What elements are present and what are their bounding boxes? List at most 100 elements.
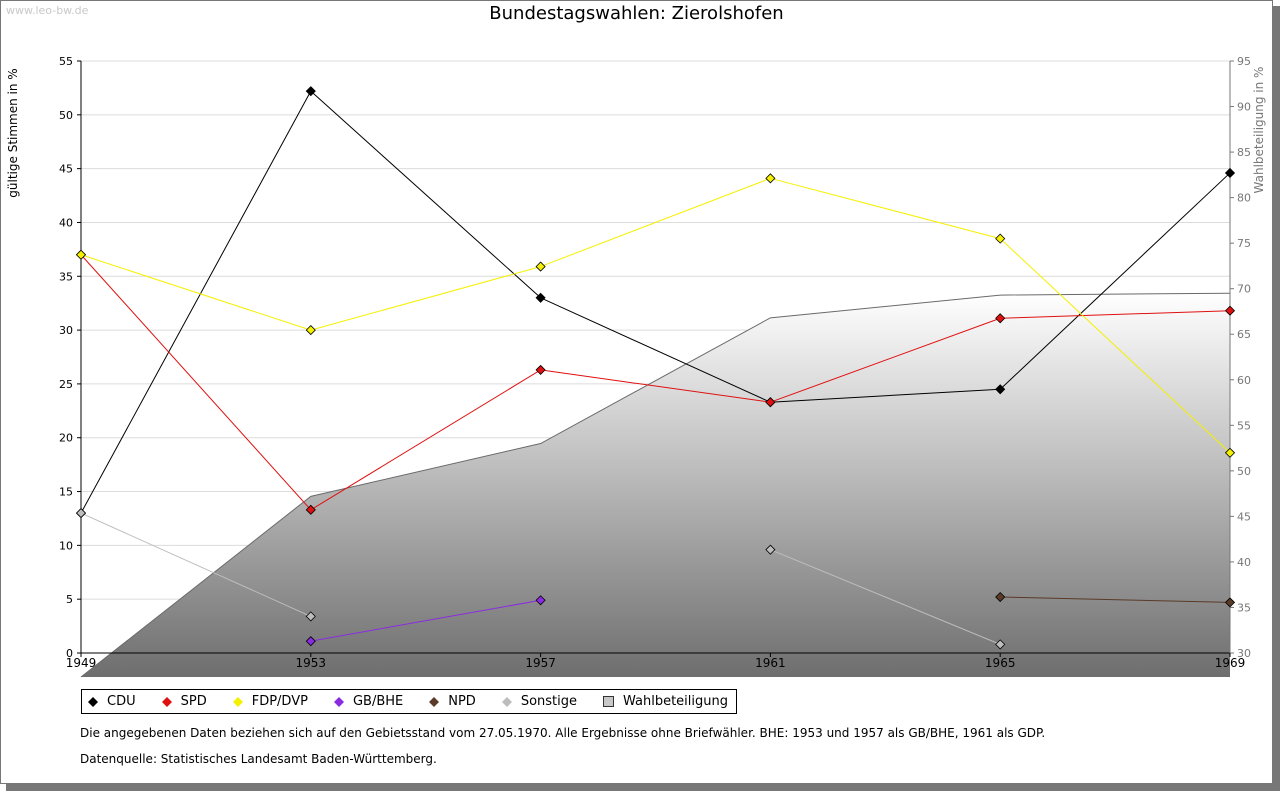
legend-item-npd: NPD [429,694,476,709]
data-point-sonstige-1961 [765,544,776,555]
chart-title: Bundestagswahlen: Zierolshofen [489,3,784,24]
data-point-sonstige-1965 [995,639,1006,650]
y2-tick-label: 50 [1237,465,1251,478]
series-line-gbbhe [310,599,541,642]
series-line-cdu [310,90,541,299]
data-point-cdu-1969 [1224,167,1236,179]
legend-item-fdp: FDP/DVP [232,694,308,709]
x-tick-label-1961: 1961 [755,656,786,670]
x-tick-label-1953: 1953 [296,656,327,670]
y-tick-label: 55 [59,55,73,68]
legend-label-fdp: FDP/DVP [251,694,308,709]
y-tick-label: 40 [59,216,73,229]
series-line-spd [310,369,541,511]
data-point-spd-1957 [535,364,546,375]
legend-label-turnout: Wahlbeteiligung [623,694,729,709]
y2-tick-label: 80 [1237,192,1251,205]
x-tick-label-1949: 1949 [66,656,97,670]
series-line-fdpdvp [310,266,541,331]
series-line-spd [770,317,1001,403]
data-point-fdpdvp-1949 [75,249,87,260]
data-point-npd-1969 [1224,597,1236,608]
series-line-spd [1000,310,1231,319]
turnout-line [80,292,1231,678]
data-point-fdpdvp-1965 [995,233,1006,244]
series-line-sonstige [80,512,312,617]
series-line-spd [80,254,312,511]
data-point-gbbhe-1953 [305,636,316,647]
x-tick-label-1969: 1969 [1215,656,1246,670]
legend-label-npd: NPD [448,694,476,709]
legend-marker-sonstige [501,696,512,707]
legend-label-cdu: CDU [107,694,136,709]
y-tick-label: 0 [66,647,73,660]
y-tick-label: 25 [59,378,73,391]
chart-legend: CDU SPD FDP/DVP GB/BHE NPD Sonstige Wahl… [81,689,738,714]
data-point-sonstige-1953 [305,611,316,622]
watermark: www.leo-bw.de [6,4,89,17]
y2-tick-label: 65 [1237,328,1251,341]
y2-tick-label: 40 [1237,556,1251,569]
y-tick-label: 45 [59,163,73,176]
legend-item-spd: SPD [161,694,207,709]
data-point-spd-1961 [765,397,776,408]
data-point-fdpdvp-1961 [765,173,776,184]
data-point-fdpdvp-1957 [535,261,546,272]
legend-marker-fdp [232,696,243,707]
data-point-npd-1965 [995,591,1006,603]
frame-shadow-bottom [6,784,1280,791]
y-tick-label: 35 [59,270,73,283]
y2-tick-label: 75 [1237,237,1251,250]
x-tick-label-1957: 1957 [525,656,556,670]
legend-item-gbbhe: GB/BHE [333,694,403,709]
y-tick-label: 30 [59,324,73,337]
legend-marker-gbbhe [333,696,344,707]
series-line-fdpdvp [999,238,1231,454]
data-point-cdu-1957 [535,292,546,303]
y2-tick-label: 55 [1237,419,1251,432]
series-line-fdpdvp [770,177,1001,240]
data-point-gbbhe-1957 [535,595,546,606]
series-line-fdpdvp [540,177,771,268]
y2-axis-label: Wahlbeteiligung in % [1252,67,1266,194]
footnote-data-source: Datenquelle: Statistisches Landesamt Bad… [80,752,437,766]
y-axis-label: gültige Stimmen in % [6,68,20,197]
y2-tick-label: 85 [1237,146,1251,159]
series-line-cdu [540,297,771,403]
series-line-cdu [80,90,312,514]
y-tick-label: 15 [59,486,73,499]
data-point-spd-1965 [995,313,1006,324]
series-line-fdpdvp [80,254,311,331]
y2-tick-label: 45 [1237,510,1251,523]
series-line-cdu [770,388,1001,403]
frame-shadow-right [1273,6,1280,791]
legend-marker-npd [429,696,440,707]
y2-tick-label: 70 [1237,283,1251,296]
legend-item-sonstige: Sonstige [501,694,577,709]
y2-tick-label: 35 [1237,601,1251,614]
series-line-spd [540,369,771,403]
data-point-spd-1953 [305,504,316,515]
y2-tick-label: 95 [1237,55,1251,68]
legend-marker-turnout [603,696,614,707]
y-tick-label: 10 [59,539,73,552]
series-line-npd [1000,596,1231,603]
legend-label-sonstige: Sonstige [520,694,577,709]
y2-tick-label: 90 [1237,101,1251,114]
data-point-cdu-1965 [995,384,1006,395]
y2-tick-label: 30 [1237,647,1251,660]
x-tick-label-1965: 1965 [985,656,1016,670]
data-point-fdpdvp-1969 [1224,447,1236,458]
data-point-spd-1969 [1224,305,1236,316]
y2-tick-label: 60 [1237,374,1251,387]
legend-label-spd: SPD [180,694,207,709]
turnout-area [81,293,1230,677]
legend-marker-cdu [88,696,98,707]
legend-item-cdu: CDU [88,694,136,709]
legend-item-turnout: Wahlbeteiligung [603,694,728,709]
data-point-cdu-1953 [305,86,316,97]
y-tick-label: 5 [66,593,73,606]
y-tick-label: 20 [59,432,73,445]
data-point-fdpdvp-1953 [305,325,316,336]
